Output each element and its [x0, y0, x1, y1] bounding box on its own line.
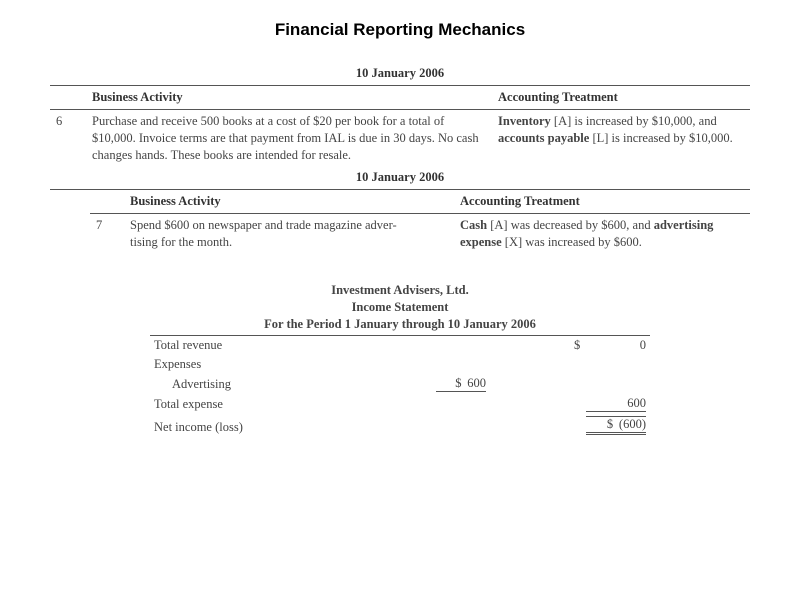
activity7-date: 10 January 2006: [50, 166, 750, 189]
row-total-revenue: Total revenue $0: [150, 336, 650, 355]
page-title: Financial Reporting Mechanics: [50, 20, 750, 40]
total-expense-amt: 600: [627, 396, 646, 410]
activity7-head-treatment: Accounting Treatment: [454, 190, 750, 213]
activity7-head-activity: Business Activity: [124, 190, 454, 213]
activity7-text: Spend $600 on newspaper and trade magazi…: [124, 214, 454, 254]
stmt-company: Investment Advisers, Ltd.: [150, 282, 650, 299]
activity6-date: 10 January 2006: [50, 62, 750, 85]
total-revenue-amt: 0: [586, 338, 646, 353]
expenses-label: Expenses: [150, 355, 380, 374]
activity6-text: Purchase and receive 500 books at a cost…: [86, 109, 492, 166]
net-income-label: Net income (loss): [150, 414, 380, 437]
total-expense-label: Total expense: [150, 394, 380, 414]
activity-table-7-outer: 10 January 2006: [50, 166, 750, 190]
activity7-treatment: Cash [A] was decreased by $600, and adve…: [454, 214, 750, 254]
activity7-num: 7: [90, 214, 124, 254]
row-advertising: Advertising $600: [150, 374, 650, 394]
row-net-income: Net income (loss) $(600): [150, 414, 650, 437]
activity6-num: 6: [50, 109, 86, 166]
advertising-amt: 600: [467, 376, 486, 390]
activity6-head-activity: Business Activity: [86, 85, 492, 109]
advertising-label: Advertising: [154, 377, 231, 391]
row-total-expense: Total expense 600: [150, 394, 650, 414]
activity6-treatment: Inventory [A] is increased by $10,000, a…: [492, 109, 750, 166]
row-expenses: Expenses: [150, 355, 650, 374]
activity6-head-treatment: Accounting Treatment: [492, 85, 750, 109]
income-statement: Investment Advisers, Ltd. Income Stateme…: [150, 282, 650, 437]
activity-table-7: Business Activity Accounting Treatment 7…: [90, 190, 750, 254]
activity-table-6: 10 January 2006 Business Activity Accoun…: [50, 62, 750, 166]
stmt-period: For the Period 1 January through 10 Janu…: [150, 316, 650, 333]
total-revenue-label: Total revenue: [150, 336, 380, 355]
net-income-amt: (600): [619, 417, 646, 431]
stmt-title: Income Statement: [150, 299, 650, 316]
